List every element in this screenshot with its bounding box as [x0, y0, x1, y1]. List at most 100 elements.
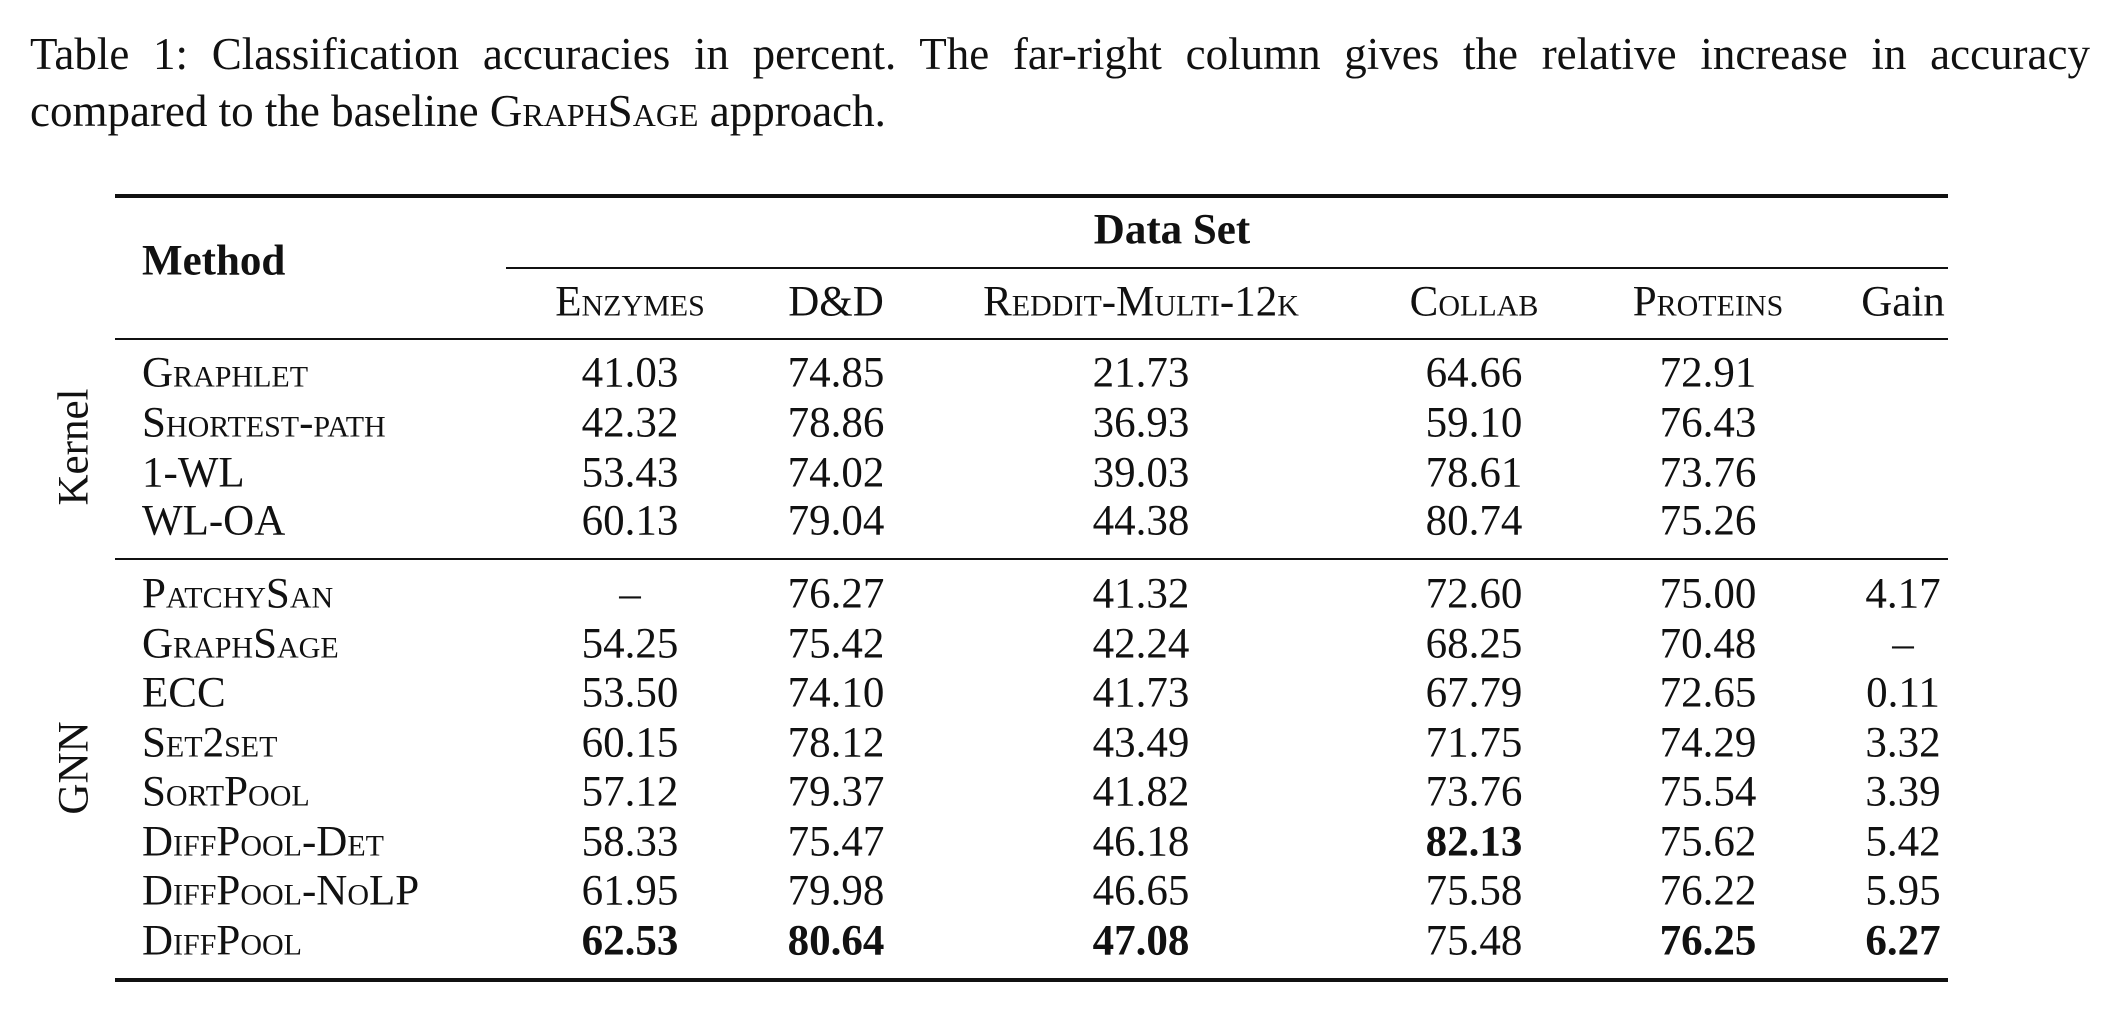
caption-term: GraphSage — [489, 86, 699, 136]
value-cell: 46.65 — [1092, 867, 1190, 915]
value-cell: 75.62 — [1659, 818, 1757, 866]
value-cell: 5.42 — [1865, 818, 1941, 866]
value-cell: 76.43 — [1659, 399, 1757, 447]
method-name: ECC — [142, 669, 226, 717]
value-cell: – — [619, 570, 641, 618]
value-cell: 0.11 — [1866, 669, 1940, 717]
method-name: SortPool — [142, 768, 310, 816]
value-cell: 73.76 — [1659, 449, 1757, 497]
method-name: 1-WL — [142, 449, 245, 497]
value-cell: 3.39 — [1865, 768, 1941, 816]
value-cell: 75.48 — [1425, 917, 1523, 965]
value-cell: 79.98 — [787, 867, 885, 915]
value-cell: 75.00 — [1659, 570, 1757, 618]
column-header: Reddit-Multi-12k — [983, 278, 1299, 326]
value-cell: 58.33 — [581, 818, 679, 866]
bottom-rule — [115, 978, 1948, 982]
value-cell: 75.42 — [787, 620, 885, 668]
value-cell: 53.43 — [581, 449, 679, 497]
value-cell: 6.27 — [1865, 917, 1941, 965]
method-name: Shortest-path — [142, 399, 386, 447]
header-rule — [115, 338, 1948, 340]
top-rule — [115, 194, 1948, 198]
method-header: Method — [142, 237, 286, 285]
method-name: WL-OA — [142, 497, 286, 545]
value-cell: 78.61 — [1425, 449, 1523, 497]
value-cell: 68.25 — [1425, 620, 1523, 668]
value-cell: 80.64 — [787, 917, 885, 965]
value-cell: 74.29 — [1659, 719, 1757, 767]
value-cell: 41.03 — [581, 349, 679, 397]
value-cell: 76.22 — [1659, 867, 1757, 915]
method-name: DiffPool-Det — [142, 818, 385, 866]
caption-text: Table 1: Classification accuracies in pe… — [30, 29, 2090, 136]
value-cell: 60.13 — [581, 497, 679, 545]
value-cell: 75.58 — [1425, 867, 1523, 915]
mid-rule — [115, 558, 1948, 560]
column-header: Gain — [1861, 278, 1945, 326]
value-cell: 64.66 — [1425, 349, 1523, 397]
value-cell: 60.15 — [581, 719, 679, 767]
value-cell: 78.86 — [787, 399, 885, 447]
column-header: Enzymes — [555, 278, 705, 326]
dataset-header: Data Set — [1093, 206, 1251, 254]
value-cell: 75.54 — [1659, 768, 1757, 816]
column-header: Proteins — [1632, 278, 1784, 326]
value-cell: 79.04 — [787, 497, 885, 545]
value-cell: 74.02 — [787, 449, 885, 497]
value-cell: 42.32 — [581, 399, 679, 447]
value-cell: 3.32 — [1865, 719, 1941, 767]
value-cell: 79.37 — [787, 768, 885, 816]
column-header: D&D — [788, 278, 884, 326]
value-cell: 72.91 — [1659, 349, 1757, 397]
caption-text: approach. — [698, 86, 886, 136]
value-cell: 62.53 — [581, 917, 679, 965]
value-cell: 61.95 — [581, 867, 679, 915]
value-cell: 54.25 — [581, 620, 679, 668]
method-name: PatchySan — [142, 570, 334, 618]
value-cell: 42.24 — [1092, 620, 1190, 668]
method-name: Graphlet — [142, 349, 309, 397]
value-cell: 71.75 — [1425, 719, 1523, 767]
method-name: DiffPool — [142, 917, 302, 965]
value-cell: 21.73 — [1092, 349, 1190, 397]
value-cell: 76.25 — [1659, 917, 1757, 965]
value-cell: 75.26 — [1659, 497, 1757, 545]
value-cell: 5.95 — [1865, 867, 1941, 915]
value-cell: 75.47 — [787, 818, 885, 866]
value-cell: 39.03 — [1092, 449, 1190, 497]
value-cell: 67.79 — [1425, 669, 1523, 717]
value-cell: 72.65 — [1659, 669, 1757, 717]
value-cell: 70.48 — [1659, 620, 1757, 668]
value-cell: 47.08 — [1092, 917, 1190, 965]
dataset-rule — [506, 267, 1948, 269]
value-cell: 53.50 — [581, 669, 679, 717]
method-name: GraphSage — [142, 620, 339, 668]
column-header: Collab — [1409, 278, 1539, 326]
value-cell: 57.12 — [581, 768, 679, 816]
value-cell: 46.18 — [1092, 818, 1190, 866]
value-cell: 78.12 — [787, 719, 885, 767]
value-cell: 43.49 — [1092, 719, 1190, 767]
method-name: Set2set — [142, 719, 278, 767]
value-cell: 41.82 — [1092, 768, 1190, 816]
value-cell: 72.60 — [1425, 570, 1523, 618]
value-cell: 80.74 — [1425, 497, 1523, 545]
caption: Table 1: Classification accuracies in pe… — [30, 26, 2090, 140]
value-cell: 4.17 — [1865, 570, 1941, 618]
value-cell: 59.10 — [1425, 399, 1523, 447]
value-cell: 74.85 — [787, 349, 885, 397]
group-label: Kernel — [50, 388, 98, 506]
value-cell: 41.32 — [1092, 570, 1190, 618]
value-cell: 74.10 — [787, 669, 885, 717]
method-name: DiffPool-NoLP — [142, 867, 420, 915]
value-cell: 41.73 — [1092, 669, 1190, 717]
value-cell: – — [1892, 620, 1914, 668]
value-cell: 73.76 — [1425, 768, 1523, 816]
value-cell: 36.93 — [1092, 399, 1190, 447]
value-cell: 44.38 — [1092, 497, 1190, 545]
group-label: GNN — [50, 720, 98, 815]
value-cell: 82.13 — [1425, 818, 1523, 866]
value-cell: 76.27 — [787, 570, 885, 618]
